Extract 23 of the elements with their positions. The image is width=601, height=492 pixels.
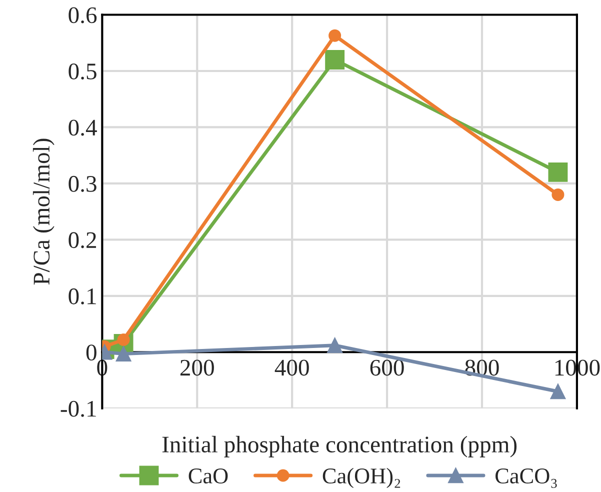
y-tick-label: 0.4 — [68, 120, 97, 136]
y-tick-label: 0.2 — [68, 232, 96, 248]
x-tick-label: 200 — [180, 360, 214, 376]
point — [116, 346, 132, 362]
point — [548, 162, 568, 182]
y-tick-label: -0.1 — [60, 400, 96, 417]
legend-label: Ca(OH)₂ — [322, 468, 400, 488]
point — [552, 188, 564, 201]
x-tick-label: 400 — [274, 360, 309, 376]
y-axis-title: P/Ca (mol/mol) — [32, 138, 54, 285]
x-axis-title: Initial phosphate concentration (ppm) — [162, 436, 517, 458]
point — [327, 338, 342, 354]
y-tick-label: 0.5 — [68, 63, 96, 80]
point — [328, 29, 342, 42]
legend-label: CaCO₃ — [496, 468, 557, 488]
point — [550, 384, 566, 400]
y-tick-label: 0 — [86, 344, 96, 361]
legend-label: CaO — [188, 468, 228, 484]
point — [325, 50, 345, 70]
y-tick-label: 0.6 — [68, 7, 97, 24]
y-tick-label: 0.1 — [68, 288, 96, 304]
x-tick-label: 600 — [370, 360, 404, 376]
y-tick-label: 0.3 — [68, 176, 96, 192]
